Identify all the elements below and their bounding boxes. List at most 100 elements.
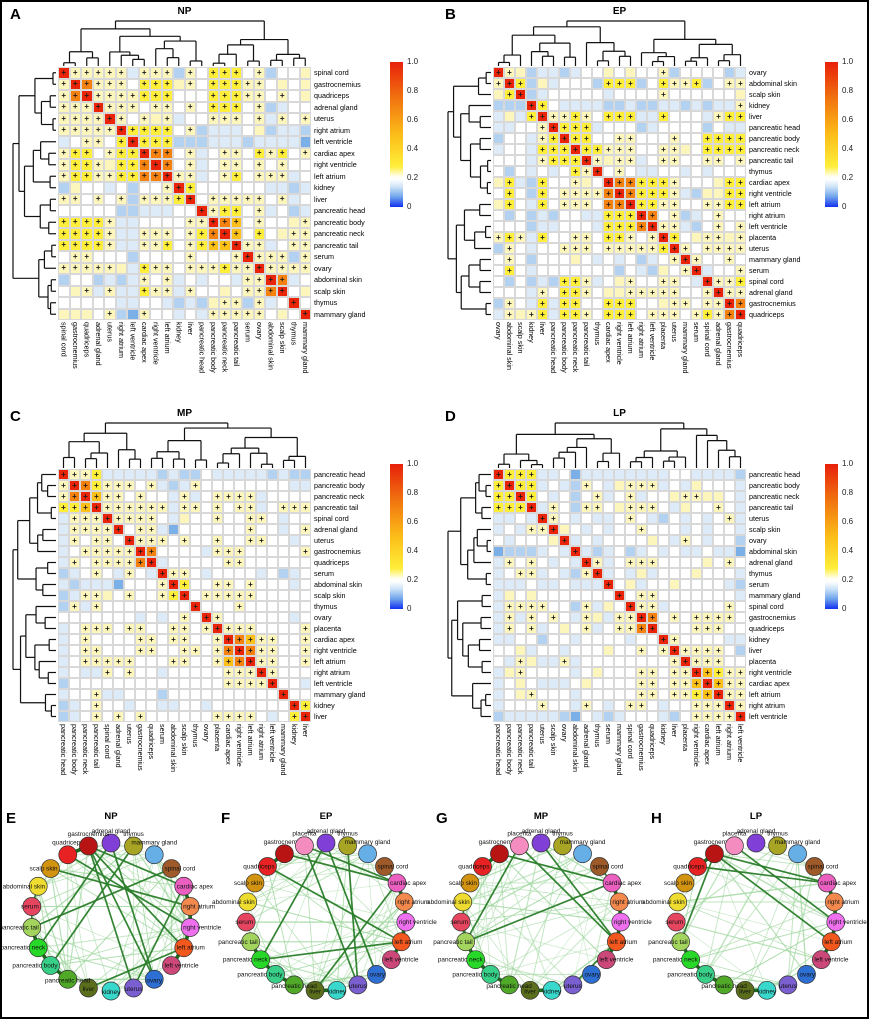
heatmap-cell	[265, 78, 277, 90]
heatmap-cell: +	[91, 700, 102, 711]
heatmap-cell	[559, 524, 570, 535]
heatmap-cell	[636, 232, 647, 243]
heatmap-cell	[537, 166, 548, 177]
heatmap-cell	[592, 67, 603, 78]
heatmap-cell: +	[625, 232, 636, 243]
row-label: uterus	[749, 514, 769, 523]
network-node-label: pancreatic neck	[223, 957, 269, 964]
column-label: liver	[300, 724, 311, 804]
heatmap-cell: +	[256, 513, 267, 524]
network-node-label: kidney	[102, 989, 121, 996]
network-node-label: adrenal gland	[307, 828, 346, 835]
heatmap-cell: +	[150, 170, 162, 182]
heatmap-cell	[288, 216, 300, 228]
heatmap-cell	[691, 568, 702, 579]
network-node	[696, 965, 715, 984]
heatmap-cell	[256, 623, 267, 634]
heatmap-cell: +	[80, 491, 91, 502]
network-node-label: cardiac apex	[820, 880, 857, 887]
heatmap-cell	[493, 623, 504, 634]
heatmap-cell	[680, 524, 691, 535]
heatmap-cell: +	[81, 216, 93, 228]
heatmap-cell	[289, 634, 300, 645]
network-edge-thin	[260, 959, 359, 986]
heatmap-cell	[702, 513, 713, 524]
heatmap-cell: +	[504, 78, 515, 89]
network-edge-thin	[540, 842, 622, 923]
heatmap-cell: +	[253, 251, 265, 263]
heatmap-cell: +	[713, 232, 724, 243]
row-label: gastrocnemius	[314, 547, 361, 556]
heatmap-cell: +	[724, 557, 735, 568]
network-edge-thin	[367, 853, 377, 975]
row-label: pancreatic body	[314, 481, 365, 490]
heatmap-cell	[91, 612, 102, 623]
heatmap-cell	[69, 568, 80, 579]
network-node	[327, 980, 347, 1000]
heatmap-cell	[256, 480, 267, 491]
heatmap-cell: +	[223, 667, 234, 678]
heatmap-cell	[680, 89, 691, 100]
heatmap-cell: +	[138, 274, 150, 286]
heatmap-cell	[102, 678, 113, 689]
heatmap-cell	[504, 656, 515, 667]
column-label: gastrocnemius	[636, 724, 647, 804]
heatmap-cell	[570, 557, 581, 568]
heatmap-cell	[58, 557, 69, 568]
heatmap-cell	[265, 239, 277, 251]
heatmap-cell	[647, 100, 658, 111]
heatmap-cell: +	[603, 243, 614, 254]
heatmap-cell	[168, 491, 179, 502]
heatmap-cell	[603, 100, 614, 111]
heatmap-cell	[58, 579, 69, 590]
heatmap-cell: +	[570, 298, 581, 309]
heatmap-cell: +	[493, 491, 504, 502]
heatmap-cell: +	[724, 287, 735, 298]
heatmap-cell	[113, 612, 124, 623]
heatmap-cell	[570, 579, 581, 590]
heatmap-cell	[69, 678, 80, 689]
heatmap-cell	[80, 678, 91, 689]
heatmap-cell: +	[713, 155, 724, 166]
heatmap-cell: +	[265, 274, 277, 286]
heatmap-cell	[504, 700, 515, 711]
heatmap-cell: +	[724, 133, 735, 144]
heatmap-cell	[245, 469, 256, 480]
heatmap-cell: +	[230, 262, 242, 274]
heatmap-cell	[581, 590, 592, 601]
heatmap-cell	[256, 524, 267, 535]
heatmap-cell: +	[691, 623, 702, 634]
heatmap-cell	[168, 601, 179, 612]
heatmap-cell: +	[603, 177, 614, 188]
heatmap-cell: +	[102, 623, 113, 634]
heatmap-cell: +	[581, 111, 592, 122]
heatmap-cell: +	[702, 656, 713, 667]
heatmap-cell: +	[526, 612, 537, 623]
heatmap-cell: +	[69, 480, 80, 491]
heatmap-cell: +	[242, 285, 254, 297]
heatmap-cell	[658, 100, 669, 111]
heatmap-cell	[201, 513, 212, 524]
heatmap-cell	[219, 124, 231, 136]
heatmap-cell: +	[161, 124, 173, 136]
heatmap-cell	[669, 535, 680, 546]
heatmap-cell: +	[669, 133, 680, 144]
heatmap-cell	[658, 568, 669, 579]
heatmap-cell	[267, 502, 278, 513]
column-label-text: mammary gland	[300, 322, 310, 374]
heatmap-cell	[265, 67, 277, 79]
heatmap-cell: +	[58, 147, 70, 159]
column-label-text: uterus	[670, 322, 679, 342]
heatmap-cell	[69, 285, 81, 297]
heatmap-cell: +	[219, 228, 231, 240]
heatmap-cell	[581, 513, 592, 524]
heatmap-cell	[537, 579, 548, 590]
heatmap-cell	[493, 210, 504, 221]
heatmap-cell	[636, 711, 647, 722]
heatmap-cell: +	[581, 133, 592, 144]
heatmap-cell	[691, 177, 702, 188]
heatmap-cell	[658, 122, 669, 133]
heatmap-cell: +	[735, 309, 746, 320]
heatmap-cell: +	[179, 590, 190, 601]
heatmap-cell	[603, 276, 614, 287]
